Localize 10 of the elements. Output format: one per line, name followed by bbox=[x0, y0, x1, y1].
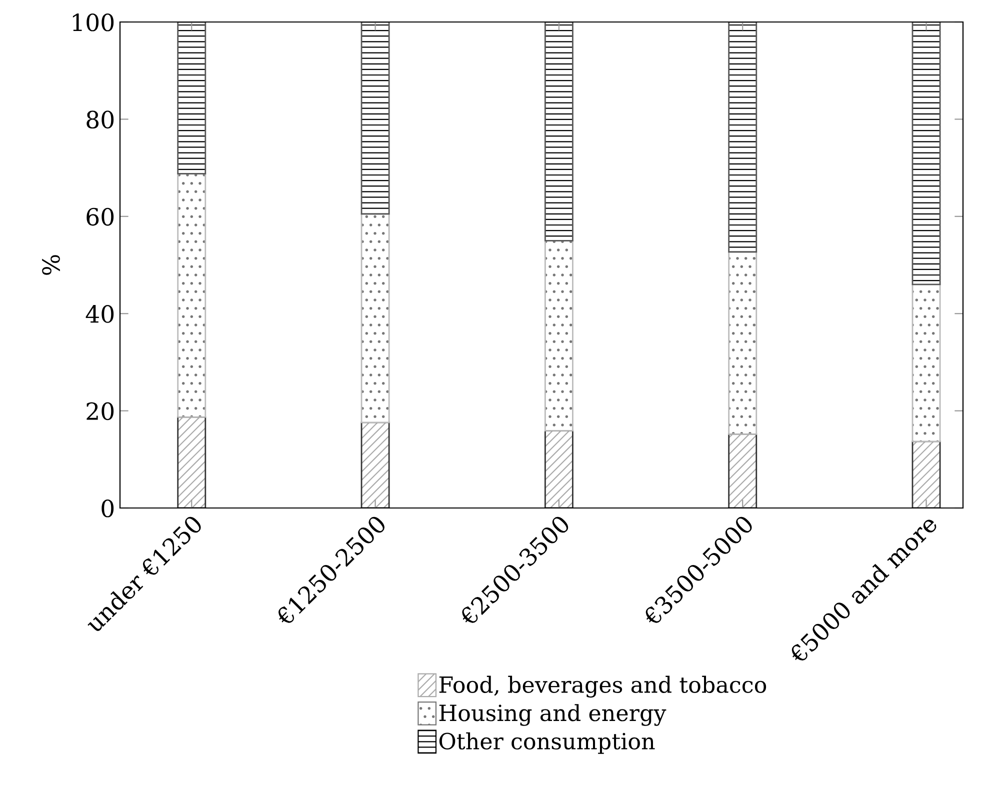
y-tick-label: 80 bbox=[86, 110, 114, 129]
y-tick-label: 40 bbox=[86, 305, 114, 323]
legend-label: Housing and energy bbox=[439, 704, 666, 726]
y-tick-label: 60 bbox=[86, 208, 114, 226]
y-tick-label: 100 bbox=[72, 13, 114, 32]
y-tick-label: 20 bbox=[86, 402, 114, 420]
legend-label: Other consumption bbox=[439, 732, 655, 754]
legend-label: Food, beverages and tobacco bbox=[439, 676, 766, 698]
y-tick-label: 0 bbox=[102, 499, 114, 518]
y-axis-title: % bbox=[42, 255, 60, 275]
